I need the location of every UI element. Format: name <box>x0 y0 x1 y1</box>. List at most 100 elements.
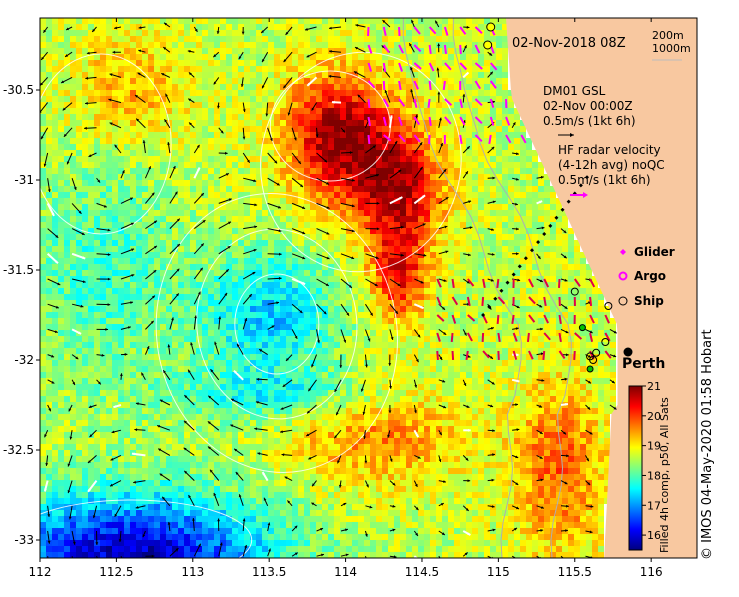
sst-cell <box>166 294 172 300</box>
sst-cell <box>40 318 46 324</box>
sst-cell <box>184 210 190 216</box>
sst-cell <box>256 234 262 240</box>
sst-cell <box>292 342 298 348</box>
sst-cell <box>484 132 490 138</box>
sst-cell <box>184 354 190 360</box>
sst-cell <box>58 138 64 144</box>
sst-cell <box>130 210 136 216</box>
sst-cell <box>190 288 196 294</box>
sst-cell <box>184 282 190 288</box>
sst-cell <box>220 48 226 54</box>
sst-cell <box>292 36 298 42</box>
sst-cell <box>214 252 220 258</box>
sst-cell <box>112 132 118 138</box>
sst-cell <box>88 78 94 84</box>
sst-cell <box>490 324 496 330</box>
sst-cell <box>40 66 46 72</box>
sst-cell <box>40 60 46 66</box>
sst-cell <box>310 186 316 192</box>
sst-cell <box>154 72 160 78</box>
sst-cell <box>400 108 406 114</box>
sst-cell <box>220 42 226 48</box>
sst-cell <box>52 30 58 36</box>
sst-cell <box>58 114 64 120</box>
sst-cell <box>136 252 142 258</box>
sst-cell <box>214 210 220 216</box>
sst-cell <box>208 246 214 252</box>
sst-cell <box>364 54 370 60</box>
sst-cell <box>340 48 346 54</box>
sst-cell <box>262 168 268 174</box>
sst-cell <box>334 348 340 354</box>
sst-cell <box>160 228 166 234</box>
sst-cell <box>70 102 76 108</box>
sst-cell <box>328 156 334 162</box>
sst-cell <box>394 264 400 270</box>
sst-cell <box>526 300 532 306</box>
sst-cell <box>304 132 310 138</box>
sst-cell <box>442 36 448 42</box>
sst-cell <box>208 204 214 210</box>
sst-cell <box>100 54 106 60</box>
sst-cell <box>76 282 82 288</box>
sst-cell <box>208 348 214 354</box>
sst-cell <box>178 198 184 204</box>
sst-cell <box>184 252 190 258</box>
sst-cell <box>460 336 466 342</box>
sst-cell <box>232 150 238 156</box>
sst-cell <box>418 84 424 90</box>
sst-cell <box>478 42 484 48</box>
sst-cell <box>244 144 250 150</box>
sst-cell <box>364 90 370 96</box>
sst-cell <box>400 270 406 276</box>
sst-cell <box>238 264 244 270</box>
sst-cell <box>268 72 274 78</box>
sst-cell <box>388 102 394 108</box>
sst-cell <box>478 36 484 42</box>
sst-cell <box>118 192 124 198</box>
sst-cell <box>112 24 118 30</box>
sst-cell <box>568 318 574 324</box>
sst-cell <box>160 60 166 66</box>
sst-cell <box>448 132 454 138</box>
sst-cell <box>88 222 94 228</box>
sst-cell <box>136 54 142 60</box>
sst-cell <box>436 78 442 84</box>
sst-cell <box>328 270 334 276</box>
sst-cell <box>244 24 250 30</box>
sst-cell <box>40 168 46 174</box>
sst-cell <box>280 78 286 84</box>
sst-cell <box>430 102 436 108</box>
sst-cell <box>364 282 370 288</box>
sst-cell <box>394 162 400 168</box>
sst-cell <box>220 168 226 174</box>
sst-cell <box>208 186 214 192</box>
sst-cell <box>328 198 334 204</box>
sst-cell <box>358 348 364 354</box>
sst-cell <box>88 354 94 360</box>
sst-cell <box>196 162 202 168</box>
sst-cell <box>358 306 364 312</box>
sst-cell <box>94 186 100 192</box>
sst-cell <box>118 240 124 246</box>
sst-cell <box>190 180 196 186</box>
sst-cell <box>316 108 322 114</box>
sst-cell <box>82 24 88 30</box>
sst-cell <box>220 324 226 330</box>
sst-cell <box>328 312 334 318</box>
sst-cell <box>130 360 136 366</box>
sst-cell <box>442 108 448 114</box>
sst-cell <box>370 72 376 78</box>
sst-cell <box>412 216 418 222</box>
sst-cell <box>172 24 178 30</box>
sst-cell <box>358 324 364 330</box>
sst-cell <box>424 234 430 240</box>
sst-cell <box>442 186 448 192</box>
sst-cell <box>280 150 286 156</box>
sst-cell <box>328 234 334 240</box>
sst-cell <box>232 258 238 264</box>
sst-cell <box>454 330 460 336</box>
sst-cell <box>124 210 130 216</box>
sst-cell <box>454 102 460 108</box>
sst-cell <box>70 18 76 24</box>
